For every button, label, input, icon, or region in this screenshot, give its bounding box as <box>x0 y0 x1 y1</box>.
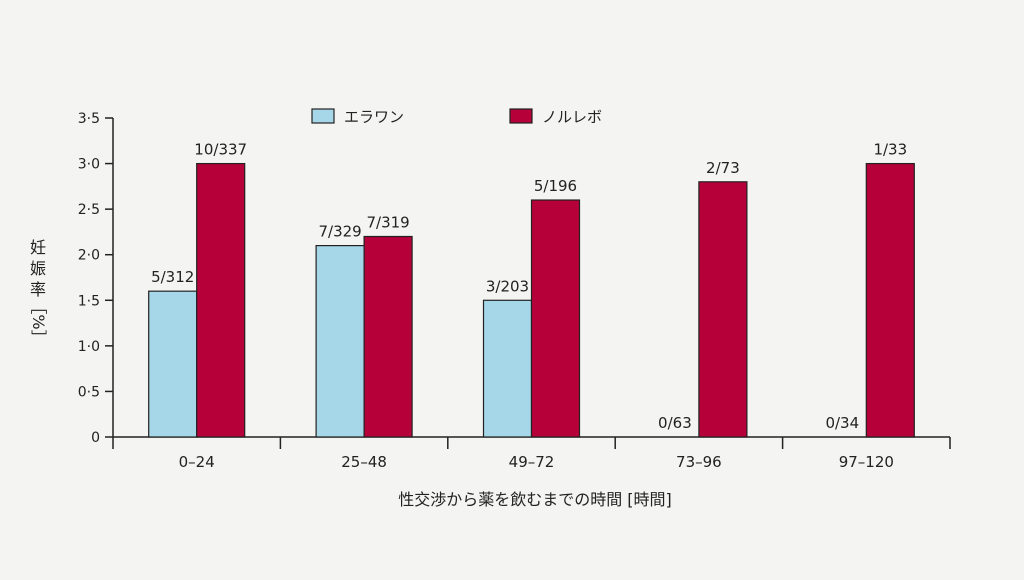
bar <box>148 290 198 438</box>
x-axis-title: 性交渉から薬を飲むまでの時間 [時間] <box>398 490 672 509</box>
bar <box>315 245 365 438</box>
bar <box>196 162 246 438</box>
bar-data-label: 7/329 <box>318 223 361 241</box>
bar <box>698 181 748 438</box>
bar-data-label: 0/34 <box>825 414 859 432</box>
bar-data-label: 5/312 <box>151 268 194 286</box>
y-tick-label: 1·0 <box>78 339 100 355</box>
legend-swatch <box>311 108 335 124</box>
bar-data-label: 1/33 <box>873 141 907 159</box>
y-tick-label: 0 <box>91 430 100 446</box>
legend-label: エラワン <box>344 108 404 126</box>
y-tick-label: 2·5 <box>78 202 100 218</box>
bar <box>865 162 915 438</box>
bar-labels: 5/312 10/337 7/329 7/319 3/203 5/196 0/63 2/73 0… <box>151 141 907 432</box>
y-axis-title-char: 率 <box>30 280 46 299</box>
bar <box>482 299 533 438</box>
bar-data-label: 10/337 <box>194 141 247 159</box>
x-category-label: 25–48 <box>341 453 387 471</box>
bar <box>363 235 413 438</box>
y-axis: 0 0·5 1·0 1·5 2·0 2·5 3·0 3·5 <box>78 111 114 446</box>
y-tick-label: 3·0 <box>78 157 100 173</box>
bar-data-label: 3/203 <box>486 277 529 295</box>
bar-data-label: 2/73 <box>706 159 740 177</box>
x-axis: 0–24 25–48 49–72 73–96 97–120 <box>112 436 951 471</box>
legend-swatch <box>509 108 533 124</box>
legend: エラワン ノルレボ <box>311 108 602 126</box>
bar-data-label: 5/196 <box>534 177 577 195</box>
x-category-label: 49–72 <box>509 453 555 471</box>
bars <box>148 162 915 438</box>
y-tick-label: 0·5 <box>78 384 100 400</box>
legend-label: ノルレボ <box>542 108 602 126</box>
bar-data-label: 7/319 <box>366 213 409 231</box>
y-axis-title-char: 妊 <box>30 238 46 257</box>
x-category-label: 0–24 <box>179 453 215 471</box>
x-category-label: 73–96 <box>676 453 722 471</box>
bar-data-label: 0/63 <box>658 414 692 432</box>
y-axis-title: 妊 娠 率 ［%］ <box>29 238 48 346</box>
y-tick-label: 3·5 <box>78 111 100 127</box>
y-axis-title-char: 娠 <box>30 259 46 278</box>
y-axis-title-unit: ［%］ <box>29 298 48 345</box>
bar <box>530 199 581 438</box>
y-tick-label: 1·5 <box>78 293 100 309</box>
x-category-label: 97–120 <box>839 453 894 471</box>
y-tick-label: 2·0 <box>78 248 100 264</box>
